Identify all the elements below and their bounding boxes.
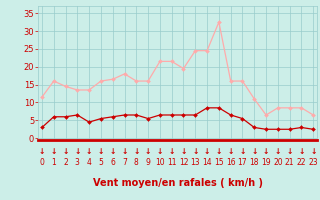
Text: 13: 13 (190, 158, 200, 167)
Text: ↓: ↓ (275, 147, 281, 156)
Text: 15: 15 (214, 158, 224, 167)
Text: 10: 10 (155, 158, 165, 167)
Text: ↓: ↓ (133, 147, 140, 156)
Text: 4: 4 (87, 158, 92, 167)
Text: 16: 16 (226, 158, 236, 167)
Text: 7: 7 (122, 158, 127, 167)
Text: ↓: ↓ (98, 147, 104, 156)
Text: ↓: ↓ (39, 147, 45, 156)
Text: ↓: ↓ (169, 147, 175, 156)
Text: ↓: ↓ (180, 147, 187, 156)
Text: ↓: ↓ (251, 147, 258, 156)
Text: ↓: ↓ (145, 147, 151, 156)
Text: ↓: ↓ (286, 147, 293, 156)
Text: ↓: ↓ (216, 147, 222, 156)
Text: 18: 18 (250, 158, 259, 167)
Text: 11: 11 (167, 158, 176, 167)
Text: 9: 9 (146, 158, 150, 167)
Text: 5: 5 (99, 158, 103, 167)
Text: ↓: ↓ (192, 147, 198, 156)
Text: 20: 20 (273, 158, 283, 167)
Text: 6: 6 (110, 158, 115, 167)
Text: ↓: ↓ (298, 147, 305, 156)
Text: ↓: ↓ (62, 147, 69, 156)
Text: ↓: ↓ (86, 147, 92, 156)
Text: 2: 2 (63, 158, 68, 167)
Text: ↓: ↓ (263, 147, 269, 156)
Text: 8: 8 (134, 158, 139, 167)
Text: 0: 0 (39, 158, 44, 167)
Text: ↓: ↓ (310, 147, 316, 156)
Text: 1: 1 (52, 158, 56, 167)
Text: ↓: ↓ (204, 147, 210, 156)
Text: ↓: ↓ (121, 147, 128, 156)
Text: ↓: ↓ (157, 147, 163, 156)
Text: 19: 19 (261, 158, 271, 167)
Text: 3: 3 (75, 158, 80, 167)
Text: ↓: ↓ (239, 147, 246, 156)
Text: 17: 17 (238, 158, 247, 167)
Text: 14: 14 (202, 158, 212, 167)
Text: ↓: ↓ (109, 147, 116, 156)
Text: 12: 12 (179, 158, 188, 167)
Text: 23: 23 (308, 158, 318, 167)
Text: ↓: ↓ (51, 147, 57, 156)
Text: 21: 21 (285, 158, 294, 167)
Text: Vent moyen/en rafales ( km/h ): Vent moyen/en rafales ( km/h ) (92, 178, 263, 188)
Text: ↓: ↓ (74, 147, 81, 156)
Text: 22: 22 (297, 158, 306, 167)
Text: ↓: ↓ (228, 147, 234, 156)
